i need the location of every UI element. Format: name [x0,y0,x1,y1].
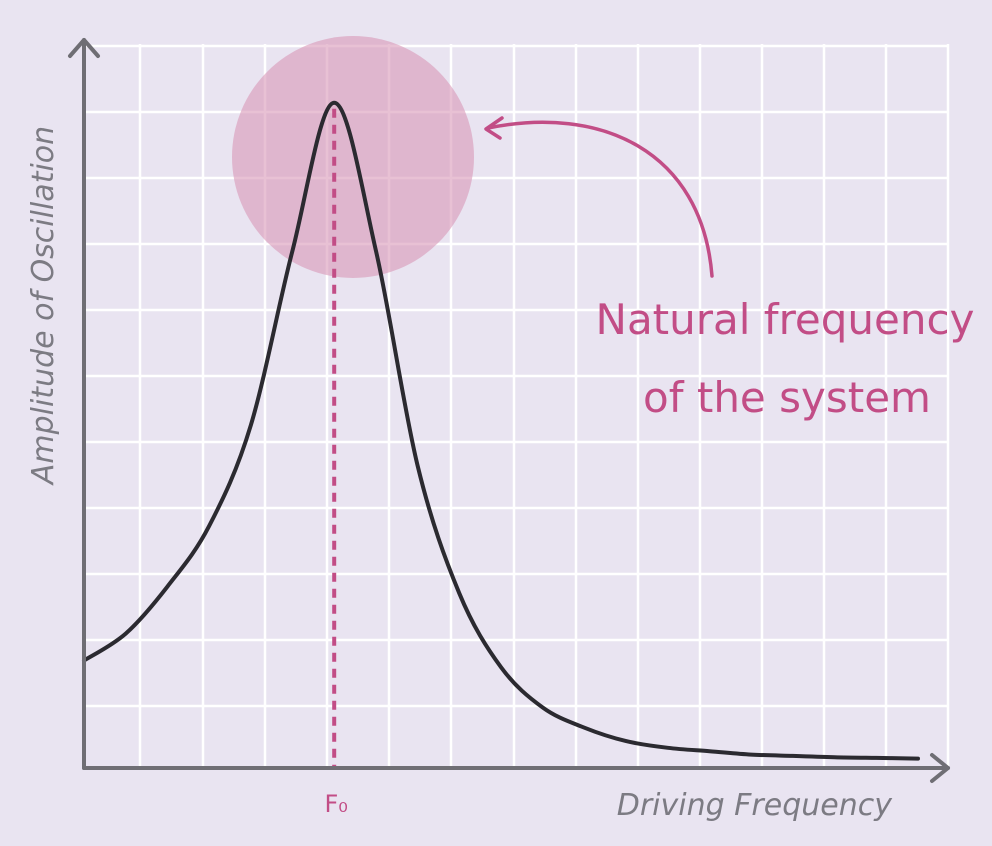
x-tick-label-f0: F₀ [324,790,347,818]
annotation-line-2: of the system [643,373,931,422]
axes [68,38,950,783]
peak-highlight-circle [232,36,474,278]
annotation-arrow [486,120,714,278]
amplitude-curve [82,100,920,761]
x-axis-arrowhead [930,753,950,783]
annotation-line-1: Natural frequency [596,295,975,344]
annotation-arrowhead [484,116,504,140]
y-axis-arrowhead [68,38,100,58]
x-axis-label: Driving Frequency [617,788,894,823]
y-axis-label: Amplitude of Oscillation [26,126,61,486]
